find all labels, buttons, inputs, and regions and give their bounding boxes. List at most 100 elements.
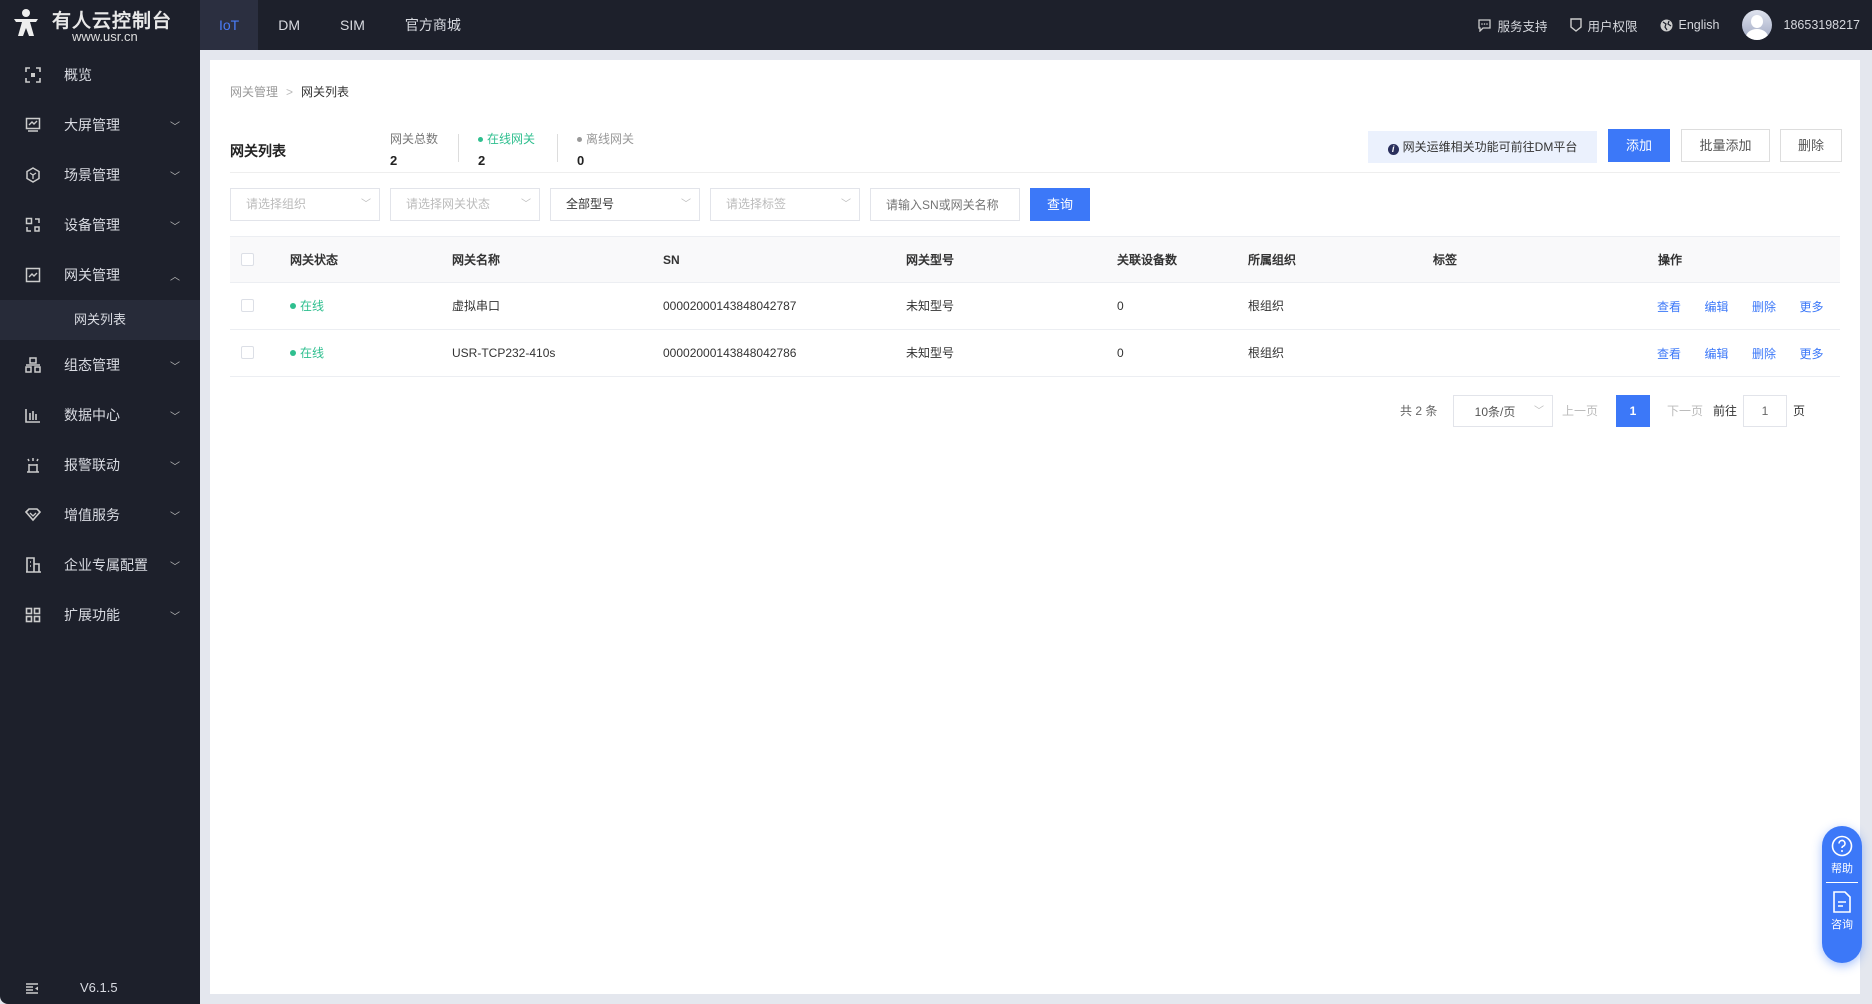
- language-label: English: [1678, 18, 1720, 32]
- delete-button[interactable]: 删除: [1780, 129, 1842, 162]
- sidebar-item-label: 网关管理: [64, 267, 120, 283]
- model-select[interactable]: 全部型号 ﹀: [550, 188, 700, 221]
- tag-select[interactable]: 请选择标签 ﹀: [710, 188, 860, 221]
- sidebar-item-label: 数据中心: [64, 407, 120, 423]
- sidebar-subitem-gateway-list[interactable]: 网关列表: [0, 300, 200, 340]
- breadcrumb-parent[interactable]: 网关管理: [230, 85, 279, 99]
- chevron-down-icon: ﹀: [170, 561, 180, 573]
- shield-icon: [1569, 18, 1582, 32]
- chevron-down-icon: ﹀: [521, 199, 531, 210]
- view-link[interactable]: 查看: [1657, 347, 1682, 361]
- user-menu[interactable]: 18653198217: [1741, 10, 1860, 40]
- chevron-down-icon: ﹀: [170, 121, 180, 133]
- sidebar-item-8[interactable]: 增值服务 ﹀: [0, 490, 200, 540]
- globe-icon: [1660, 19, 1673, 31]
- gateway-model: 未知型号: [906, 299, 955, 313]
- tab-store[interactable]: 官方商城: [404, 17, 461, 33]
- screen-icon: [25, 117, 41, 132]
- chevron-down-icon: ﹀: [170, 511, 180, 523]
- permissions-label: 用户权限: [1587, 19, 1638, 34]
- goto-page-input[interactable]: [1743, 395, 1787, 427]
- goto-label: 前往: [1713, 404, 1738, 418]
- view-link[interactable]: 查看: [1657, 300, 1682, 314]
- page-unit-label: 页: [1793, 404, 1806, 418]
- table-row: 在线 USR-TCP232-410s 00002000143848042786 未知型…: [230, 330, 1840, 377]
- top-bar: 有人云控制台 www.usr.cn IoT DM SIM 官方商城 服务支持 用…: [0, 0, 1872, 50]
- select-all-checkbox[interactable]: [241, 253, 254, 266]
- sidebar-item-5[interactable]: 组态管理 ﹀: [0, 340, 200, 390]
- sidebar-item-4[interactable]: 网关管理 ︿: [0, 250, 200, 300]
- next-page-button[interactable]: 下一页: [1667, 404, 1704, 418]
- tab-iot[interactable]: IoT: [200, 0, 259, 50]
- row-checkbox[interactable]: [241, 299, 254, 312]
- version-label: V6.1.5: [80, 980, 118, 995]
- chat-icon: [1478, 18, 1492, 32]
- edit-link[interactable]: 编辑: [1704, 300, 1729, 314]
- status-select[interactable]: 请选择网关状态 ﹀: [390, 188, 540, 221]
- device-count: 0: [1117, 299, 1124, 313]
- sidebar: 概览 大屏管理 ﹀ 场景管理 ﹀ 设备管理 ﹀ 网关管理 ︿ 组态管理 ﹀ 数据中心 ﹀ 报警联动 ﹀ 增值服…: [0, 50, 200, 1004]
- question-icon: [1831, 835, 1853, 857]
- stat-online: 在线网关 2: [478, 132, 536, 168]
- batch-add-button[interactable]: 批量添加: [1681, 129, 1770, 162]
- page-size-select[interactable]: 10条/页 ﹀: [1453, 395, 1553, 427]
- table-row: 在线 虚拟串口 00002000143848042787 未知型号 0 根组织 查看 编辑 删除…: [230, 283, 1840, 330]
- chevron-up-icon: ︿: [170, 271, 180, 283]
- logo[interactable]: 有人云控制台 www.usr.cn: [12, 6, 202, 46]
- sidebar-item-7[interactable]: 报警联动 ﹀: [0, 440, 200, 490]
- sidebar-item-label: 概览: [64, 67, 92, 83]
- chevron-down-icon: ﹀: [841, 199, 851, 210]
- tab-sim[interactable]: SIM: [340, 17, 365, 33]
- sidebar-item-10[interactable]: 扩展功能 ﹀: [0, 590, 200, 640]
- info-icon: i: [1387, 144, 1399, 155]
- gateway-sn: 00002000143848042786: [663, 346, 797, 360]
- sidebar-item-label: 大屏管理: [64, 117, 120, 133]
- help-button[interactable]: 帮助: [1822, 826, 1862, 876]
- main-card: 网关管理 > 网关列表 网关列表 网关总数 2 在线网关 2 离线网关 0 i 网关运维相关…: [210, 60, 1860, 994]
- sidebar-item-3[interactable]: 设备管理 ﹀: [0, 200, 200, 250]
- gateway-name: 虚拟串口: [452, 299, 501, 313]
- add-button[interactable]: 添加: [1608, 129, 1670, 162]
- language-switch[interactable]: English: [1660, 18, 1720, 32]
- dm-info-tip[interactable]: i 网关运维相关功能可前往DM平台: [1368, 131, 1597, 163]
- sidebar-item-6[interactable]: 数据中心 ﹀: [0, 390, 200, 440]
- collapse-sidebar-icon[interactable]: [26, 982, 39, 997]
- delete-link[interactable]: 删除: [1752, 347, 1777, 361]
- sidebar-item-label: 设备管理: [64, 217, 120, 233]
- page-1-button[interactable]: 1: [1616, 395, 1650, 427]
- permissions-link[interactable]: 用户权限: [1569, 16, 1638, 35]
- row-checkbox[interactable]: [241, 346, 254, 359]
- org-select[interactable]: 请选择组织 ﹀: [230, 188, 380, 221]
- more-link[interactable]: 更多: [1799, 347, 1824, 361]
- document-icon: [1833, 891, 1851, 913]
- topology-icon: [25, 357, 41, 373]
- delete-link[interactable]: 删除: [1752, 300, 1777, 314]
- prev-page-button[interactable]: 上一页: [1562, 404, 1599, 418]
- gateway-sn: 00002000143848042787: [663, 299, 797, 313]
- sidebar-item-9[interactable]: 企业专属配置 ﹀: [0, 540, 200, 590]
- device-icon: [25, 217, 40, 232]
- query-button[interactable]: 查询: [1030, 188, 1090, 221]
- more-link[interactable]: 更多: [1799, 300, 1824, 314]
- sidebar-item-label: 扩展功能: [64, 607, 120, 623]
- consult-label: 咨询: [1831, 919, 1853, 931]
- chevron-down-icon: ﹀: [170, 611, 180, 623]
- edit-link[interactable]: 编辑: [1704, 347, 1729, 361]
- sn-search-input[interactable]: [870, 188, 1020, 221]
- chevron-down-icon: ﹀: [170, 361, 180, 373]
- chevron-down-icon: ﹀: [361, 199, 371, 210]
- logo-person-icon: [14, 9, 38, 36]
- gateway-icon: [25, 267, 41, 283]
- sidebar-item-1[interactable]: 大屏管理 ﹀: [0, 100, 200, 150]
- sidebar-item-label: 企业专属配置: [64, 557, 148, 573]
- consult-button[interactable]: 咨询: [1822, 883, 1862, 932]
- tab-dm[interactable]: DM: [278, 17, 301, 33]
- avatar: [1741, 10, 1772, 40]
- enterprise-icon: [26, 557, 41, 573]
- overview-icon: [25, 67, 41, 83]
- sidebar-item-2[interactable]: 场景管理 ﹀: [0, 150, 200, 200]
- scene-icon: [26, 167, 40, 183]
- sidebar-item-0[interactable]: 概览: [0, 50, 200, 100]
- support-link[interactable]: 服务支持: [1478, 16, 1548, 35]
- total-count: 共 2 条: [1400, 404, 1438, 418]
